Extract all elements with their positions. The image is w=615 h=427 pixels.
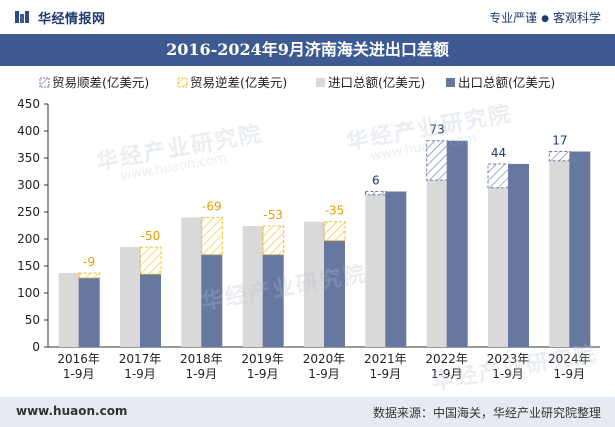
bar-import — [181, 217, 203, 347]
bar-deficit — [262, 225, 285, 256]
tagline-a: 专业严谨 — [489, 11, 538, 25]
legend-label-export: 出口总额(亿美元) — [458, 75, 555, 90]
y-tick-label: 200 — [17, 232, 40, 246]
x-tick-label-line: 1-9月 — [431, 367, 463, 381]
x-tick-label-line: 2023年 — [487, 352, 530, 366]
x-tick-label-line: 1-9月 — [124, 367, 156, 381]
bar-import — [304, 221, 325, 347]
y-tick-label: 50 — [25, 313, 40, 327]
bar-export — [508, 163, 529, 347]
balance-data-label: 17 — [552, 134, 567, 148]
tagline: 专业严谨 ● 客观科学 — [489, 9, 601, 26]
bar-import — [426, 180, 448, 347]
x-tick-label: 2021年 1-9月 — [364, 352, 407, 381]
bar-deficit — [200, 216, 223, 256]
y-tick-label: 350 — [17, 151, 40, 165]
x-tick-label: 2024年 1-9月 — [548, 352, 591, 381]
bar-import — [365, 194, 387, 347]
x-tick-label: 2019年 1-9月 — [241, 352, 284, 381]
bar-export — [262, 254, 284, 347]
x-tick-label-line: 1-9月 — [63, 367, 95, 381]
x-tick-label: 2017年 1-9月 — [119, 352, 162, 381]
chart-title: 2016-2024年9月济南海关进出口差额 — [166, 40, 449, 59]
x-tick-label-line: 1-9月 — [308, 367, 340, 381]
x-tick-label-line: 2018年 — [180, 352, 223, 366]
y-tick-label: 400 — [17, 124, 40, 138]
x-tick-label-line: 2020年 — [303, 352, 346, 366]
balance-data-label: 44 — [491, 146, 506, 160]
bar-import — [120, 247, 141, 347]
balance-data-label: -35 — [325, 204, 345, 218]
x-tick-label-line: 1-9月 — [554, 367, 586, 381]
bar-surplus — [364, 190, 387, 196]
balance-data-label: -53 — [263, 208, 283, 222]
y-tick-label: 100 — [17, 286, 40, 300]
legend-swatch-deficit — [177, 77, 188, 88]
bar-import — [549, 160, 571, 347]
bar-deficit — [323, 221, 346, 242]
x-tick-label: 2018年 1-9月 — [180, 352, 223, 381]
y-tick-label: 300 — [17, 178, 40, 192]
bar-import — [58, 273, 80, 347]
bar-deficit — [139, 246, 162, 275]
balance-data-label: -9 — [83, 255, 95, 269]
x-tick-label: 2023年 1-9月 — [487, 352, 530, 381]
bar-export — [140, 274, 161, 347]
bar-import — [242, 226, 264, 347]
brand-name: 华经情报网 — [38, 12, 106, 27]
footer-url[interactable]: www.huaon.com — [16, 404, 128, 418]
bar-import — [488, 187, 509, 347]
x-tick-label-line: 1-9月 — [370, 367, 402, 381]
legend-swatch-export — [446, 78, 455, 87]
x-tick-label-line: 2016年 — [57, 352, 100, 366]
huajing-logo-icon — [15, 11, 29, 23]
bar-chart: 0 50 100 150 200 250 300 350 400 450 贸易顺差(亿美元) 贸易逆差… — [17, 75, 600, 381]
x-tick-label-line: 1-9月 — [247, 367, 279, 381]
y-tick-label: 0 — [32, 340, 40, 354]
x-tick-label-line: 2024年 — [548, 352, 591, 366]
legend-label-surplus: 贸易顺差(亿美元) — [52, 75, 149, 90]
balance-data-label: -69 — [202, 199, 222, 213]
x-tick-label-line: 1-9月 — [186, 367, 218, 381]
bar-export — [385, 191, 407, 347]
bar-surplus — [548, 151, 571, 162]
x-tick-label-line: 2019年 — [241, 352, 284, 366]
legend-label-import: 进口总额(亿美元) — [328, 75, 425, 90]
legend-swatch-surplus — [39, 77, 50, 88]
footer: www.huaon.com 数据来源：中国海关，华经产业研究院整理 — [0, 397, 615, 427]
x-tick-label: 2016年 1-9月 — [57, 352, 100, 381]
y-tick-label: 250 — [17, 205, 40, 219]
legend-label-deficit: 贸易逆差(亿美元) — [190, 75, 287, 90]
balance-data-label: -50 — [141, 229, 161, 243]
bar-export — [78, 277, 100, 347]
x-tick-label-line: 1-9月 — [492, 367, 524, 381]
bar-surplus — [487, 163, 510, 189]
top-bar: 华经情报网 专业严谨 ● 客观科学 — [0, 0, 615, 34]
y-tick-label: 150 — [17, 259, 40, 273]
x-tick-label: 2022年 1-9月 — [425, 352, 468, 381]
tagline-b: 客观科学 — [552, 11, 601, 25]
balance-data-label: 73 — [430, 123, 445, 137]
legend-swatch-import — [316, 78, 325, 87]
bar-surplus — [426, 140, 449, 181]
x-tick-label-line: 2017年 — [119, 352, 162, 366]
title-bar: 2016-2024年9月济南海关进出口差额 — [0, 34, 615, 66]
data-source: 数据来源：中国海关，华经产业研究院整理 — [372, 406, 601, 420]
tagline-separator: ● — [541, 14, 549, 24]
bar-export — [446, 140, 468, 347]
x-tick-label-line: 2022年 — [425, 352, 468, 366]
bar-export — [569, 151, 591, 347]
bar-export — [201, 254, 223, 347]
x-tick-label: 2020年 1-9月 — [303, 352, 346, 381]
balance-data-label: 6 — [372, 173, 380, 187]
bar-export — [324, 240, 345, 347]
x-tick-label-line: 2021年 — [364, 352, 407, 366]
y-tick-label: 450 — [17, 97, 40, 111]
bar-deficit — [78, 272, 101, 279]
